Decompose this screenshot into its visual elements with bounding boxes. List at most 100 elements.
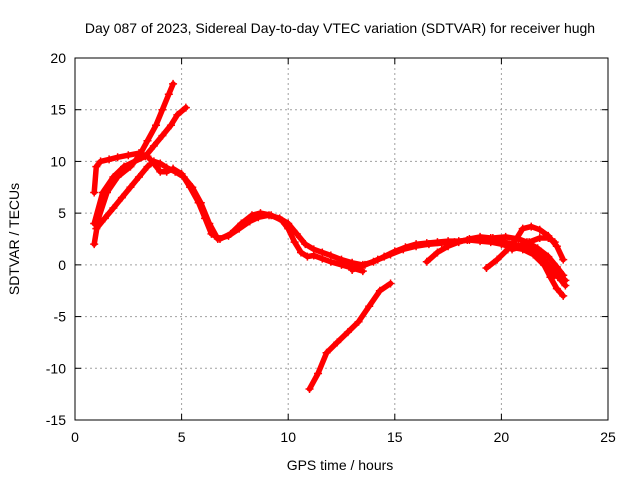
data-point	[514, 242, 523, 251]
data-point	[497, 237, 506, 246]
y-tick-label: 10	[50, 153, 66, 169]
data-point	[109, 172, 118, 181]
data-point	[322, 348, 331, 357]
data-point	[130, 157, 139, 166]
axis-ticks: 0 5 10 15 20 25 -15 -10 -5 0 5 10 15 20	[46, 50, 616, 445]
data-point	[181, 103, 190, 112]
data-point	[196, 198, 205, 207]
data-point	[360, 260, 369, 269]
data-point	[337, 255, 346, 264]
x-tick-label: 15	[387, 429, 403, 445]
data-point	[292, 229, 301, 238]
data-point	[213, 235, 222, 243]
data-point	[314, 369, 323, 378]
data-point	[354, 317, 363, 326]
data-point	[134, 149, 143, 158]
data-point	[290, 238, 299, 247]
data-point	[152, 121, 161, 130]
data-point	[90, 240, 99, 249]
data-point	[512, 235, 521, 243]
data-point	[169, 79, 178, 88]
data-point	[224, 231, 233, 240]
x-tick-label: 5	[178, 429, 186, 445]
data-point	[422, 257, 431, 266]
data-point	[482, 263, 491, 272]
data-point	[309, 245, 318, 254]
data-point	[149, 141, 158, 150]
plot-frame	[74, 57, 609, 421]
x-tick-label: 0	[71, 429, 79, 445]
data-point	[149, 157, 158, 166]
data-point	[399, 245, 408, 254]
data-point	[245, 217, 254, 226]
data-point	[552, 284, 561, 293]
data-point	[437, 239, 446, 248]
data-point	[96, 157, 105, 166]
data-point	[518, 224, 527, 233]
y-tick-label: 15	[50, 102, 66, 118]
data-point	[559, 255, 568, 264]
series-layer	[90, 79, 570, 393]
x-axis-label: GPS time / hours	[287, 457, 394, 473]
y-tick-label: -10	[46, 360, 66, 376]
data-point	[90, 188, 99, 197]
data-point	[265, 211, 274, 220]
data-point	[375, 286, 384, 295]
data-point	[134, 172, 143, 181]
data-point	[92, 162, 101, 171]
chart-title: Day 087 of 2023, Sidereal Day-to-day VTE…	[85, 20, 595, 36]
data-point	[124, 151, 133, 160]
data-point	[143, 136, 152, 145]
data-point	[109, 203, 118, 212]
data-point	[561, 281, 570, 290]
data-point	[156, 159, 165, 168]
data-point	[552, 262, 561, 271]
data-point	[493, 255, 502, 264]
data-point	[433, 248, 442, 257]
y-tick-label: -15	[46, 412, 66, 428]
data-point	[525, 238, 534, 247]
data-point	[454, 238, 463, 247]
data-point	[113, 153, 122, 162]
grid-lines	[75, 58, 608, 420]
data-point	[188, 183, 197, 192]
data-point	[348, 266, 357, 275]
data-point	[173, 110, 182, 119]
data-point	[120, 162, 129, 171]
data-point	[117, 193, 126, 202]
data-point	[284, 219, 293, 228]
data-point	[548, 266, 557, 275]
data-point	[550, 238, 559, 247]
data-point	[158, 105, 167, 114]
data-point	[343, 328, 352, 337]
data-point	[92, 224, 101, 233]
data-point	[486, 233, 495, 242]
data-point	[166, 121, 175, 130]
data-point	[105, 155, 114, 164]
x-tick-label: 25	[600, 429, 616, 445]
data-point	[326, 251, 335, 260]
y-tick-label: 5	[58, 205, 66, 221]
data-point	[143, 152, 152, 161]
data-point	[235, 224, 244, 233]
data-point	[254, 213, 263, 222]
data-point	[333, 338, 342, 347]
data-point	[508, 245, 517, 254]
data-point	[179, 172, 188, 181]
data-point	[171, 167, 180, 176]
data-point	[296, 248, 305, 257]
y-tick-label: -5	[54, 309, 67, 325]
data-point	[162, 163, 171, 172]
data-point	[126, 183, 135, 192]
data-point	[535, 225, 544, 234]
data-point	[546, 273, 555, 282]
data-point	[540, 260, 549, 269]
data-point	[303, 252, 312, 261]
data-point	[386, 279, 395, 288]
data-point	[544, 233, 553, 242]
data-point	[90, 219, 99, 228]
data-point	[158, 131, 167, 140]
data-point	[275, 214, 284, 223]
data-point	[444, 242, 453, 251]
